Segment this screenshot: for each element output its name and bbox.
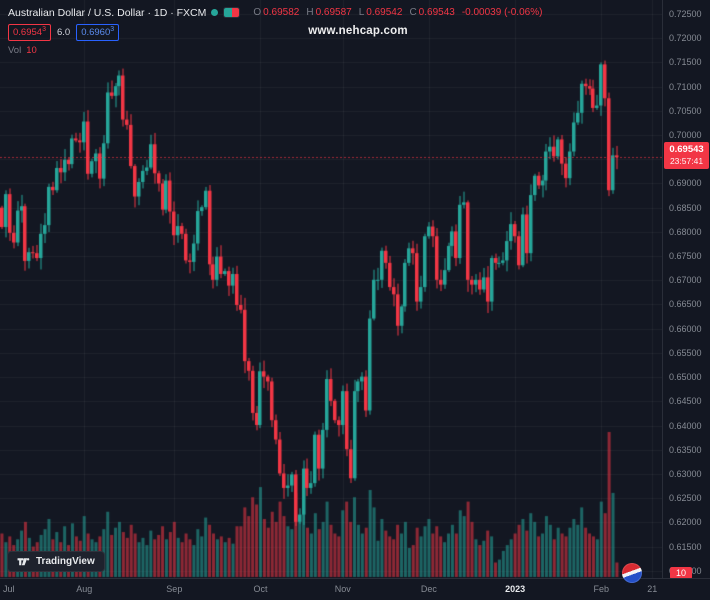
price-axis-label: 0.71500 — [669, 57, 702, 68]
bid-ask-row: 0.69543 6.0 0.69603 — [8, 23, 542, 42]
volume-axis-badge: 10 — [670, 567, 693, 579]
ask-price: 0.6960 — [81, 27, 111, 39]
time-axis-label: Aug — [76, 584, 93, 594]
tradingview-icon — [17, 558, 30, 566]
ohlc-low-value: 0.69542 — [366, 7, 403, 18]
volume-label: Vol — [8, 45, 22, 56]
price-axis-label: 0.68000 — [669, 226, 702, 237]
sell-bid-button[interactable]: 0.69543 — [8, 23, 51, 42]
price-axis-label: 0.66500 — [669, 299, 702, 310]
price-axis-label: 0.67000 — [669, 275, 702, 286]
ohlc-close-value: 0.69543 — [418, 7, 455, 18]
price-axis-label: 0.67500 — [669, 251, 702, 262]
legend-row-main: Australian Dollar / U.S. Dollar · 1D · F… — [8, 5, 542, 20]
symbol-title[interactable]: Australian Dollar / U.S. Dollar · 1D · F… — [8, 6, 207, 19]
price-axis-label: 0.62500 — [669, 493, 702, 504]
time-axis-label: Feb — [593, 584, 610, 594]
price-axis[interactable]: 0.72500 0.72000 0.71500 0.71000 0.70500 0.700… — [662, 0, 710, 579]
price-axis-label: 0.62000 — [669, 517, 702, 528]
price-axis-label: 0.65500 — [669, 347, 702, 358]
price-axis-label: 0.68500 — [669, 202, 702, 213]
price-axis-label: 0.61500 — [669, 541, 702, 552]
ask-price-sup: 3 — [110, 25, 115, 33]
ohlc-low-label: L — [358, 7, 365, 18]
time-axis-label: 2023 — [505, 584, 526, 594]
time-axis-label: Sep — [166, 584, 183, 594]
price-axis-label: 0.64000 — [669, 420, 702, 431]
price-axis-label: 0.72500 — [669, 9, 702, 20]
bid-price: 0.6954 — [13, 27, 43, 39]
ohlc-high-label: H — [306, 7, 314, 18]
ohlc-high-value: 0.69587 — [315, 7, 352, 18]
ohlc-change: -0.00039 (-0.06%) — [461, 7, 543, 18]
price-axis-label: 0.70500 — [669, 105, 702, 116]
nehcap-logo — [622, 563, 642, 583]
last-price-badge: 0.69543 23:57:41 — [664, 142, 709, 170]
legend: Australian Dollar / U.S. Dollar · 1D · F… — [8, 5, 542, 56]
price-axis-label: 0.72000 — [669, 33, 702, 44]
bar-change-icon — [223, 7, 241, 18]
tradingview-logo[interactable]: TradingView — [7, 551, 105, 572]
tradingview-label: TradingView — [36, 556, 95, 567]
spread-value: 6.0 — [56, 27, 71, 38]
price-axis-label: 0.69000 — [669, 178, 702, 189]
last-price: 0.69543 — [669, 144, 704, 156]
watermark: www.nehcap.com — [308, 25, 408, 37]
buy-ask-button[interactable]: 0.69603 — [76, 23, 120, 42]
market-status-icon — [211, 9, 219, 16]
time-axis-label: Jul — [3, 584, 15, 594]
ohlc-open-label: O — [253, 7, 262, 18]
price-axis-label: 0.71000 — [669, 81, 702, 92]
volume-row: Vol 10 — [8, 45, 542, 56]
volume-value: 10 — [26, 45, 37, 56]
chart-canvas[interactable] — [0, 0, 662, 578]
price-axis-label: 0.66000 — [669, 323, 702, 334]
time-axis[interactable]: Jul Aug Sep Oct Nov Dec 2023 Feb 21 — [0, 578, 710, 600]
price-axis-label: 0.63500 — [669, 444, 702, 455]
ohlc-close-label: C — [409, 7, 417, 18]
time-axis-label: Dec — [420, 584, 437, 594]
ohlc-readout: O 0.69582 H 0.69587 L 0.69542 C 0.69543 … — [248, 7, 542, 18]
price-axis-label: 0.63000 — [669, 468, 702, 479]
time-axis-label: Nov — [334, 584, 351, 594]
time-axis-label: 21 — [647, 584, 658, 594]
ohlc-open-value: 0.69582 — [263, 7, 300, 18]
price-axis-label: 0.65000 — [669, 372, 702, 383]
bar-countdown: 23:57:41 — [669, 156, 704, 167]
bid-price-sup: 3 — [42, 25, 46, 33]
time-axis-label: Oct — [253, 584, 268, 594]
price-axis-label: 0.70000 — [669, 130, 702, 141]
price-axis-label: 0.64500 — [669, 396, 702, 407]
